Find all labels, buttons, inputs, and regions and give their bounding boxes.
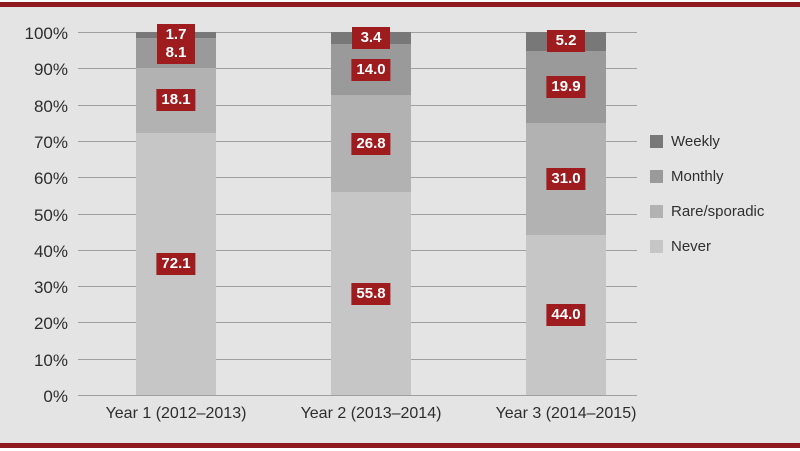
value-label: 3.4: [352, 27, 390, 50]
legend-swatch: [650, 169, 663, 183]
legend-label: Never: [671, 237, 712, 255]
legend-label: Monthly: [671, 167, 724, 185]
y-axis-tick-label: 50%: [33, 206, 68, 225]
value-label: 31.0: [546, 168, 586, 190]
legend-item-weekly: Weekly: [650, 131, 764, 151]
y-axis-tick-label: 90%: [33, 60, 68, 79]
legend-swatch: [650, 134, 663, 148]
y-axis-tick-label: 70%: [33, 133, 68, 152]
value-label: 19.9: [546, 75, 586, 98]
value-label: 26.8: [351, 132, 391, 155]
top-rule: [0, 2, 800, 7]
legend-item-rare-sporadic: Rare/sporadic: [650, 201, 764, 221]
y-axis-tick-label: 20%: [33, 314, 68, 333]
value-label: 1.7: [157, 24, 195, 47]
legend-item-never: Never: [650, 236, 764, 256]
value-label: 8.1: [157, 41, 195, 64]
value-label: 14.0: [351, 58, 391, 81]
x-axis-category-label: Year 3 (2014–2015): [495, 405, 637, 422]
y-axis-tick-label: 40%: [33, 242, 68, 261]
value-label: 5.2: [547, 30, 585, 53]
legend: Weekly Monthly Rare/sporadic Never: [650, 131, 764, 271]
y-axis-tick-label: 100%: [24, 24, 68, 43]
gridline: [78, 395, 637, 396]
y-axis-tick-label: 80%: [33, 97, 68, 116]
legend-swatch: [650, 204, 663, 218]
y-axis-tick-label: 60%: [33, 169, 68, 188]
bottom-rule: [0, 443, 800, 448]
value-label: 72.1: [156, 253, 196, 276]
y-axis-tick-label: 0%: [43, 387, 68, 406]
legend-label: Rare/sporadic: [671, 202, 765, 220]
legend-swatch: [650, 239, 663, 253]
value-label: 55.8: [351, 282, 391, 305]
value-label: 44.0: [546, 304, 586, 327]
stacked-bar-chart: 0% 10% 20% 30% 40% 50% 60% 70% 80% 90% 100% 72.1 18…: [0, 7, 800, 443]
legend-item-monthly: Monthly: [650, 166, 764, 186]
x-axis-category-label: Year 2 (2013–2014): [300, 405, 442, 422]
legend-label: Weekly: [671, 132, 720, 150]
x-axis-category-label: Year 1 (2012–2013): [105, 405, 247, 422]
y-axis-tick-label: 30%: [33, 278, 68, 297]
value-label: 18.1: [156, 89, 196, 112]
y-axis-tick-label: 10%: [33, 351, 68, 370]
